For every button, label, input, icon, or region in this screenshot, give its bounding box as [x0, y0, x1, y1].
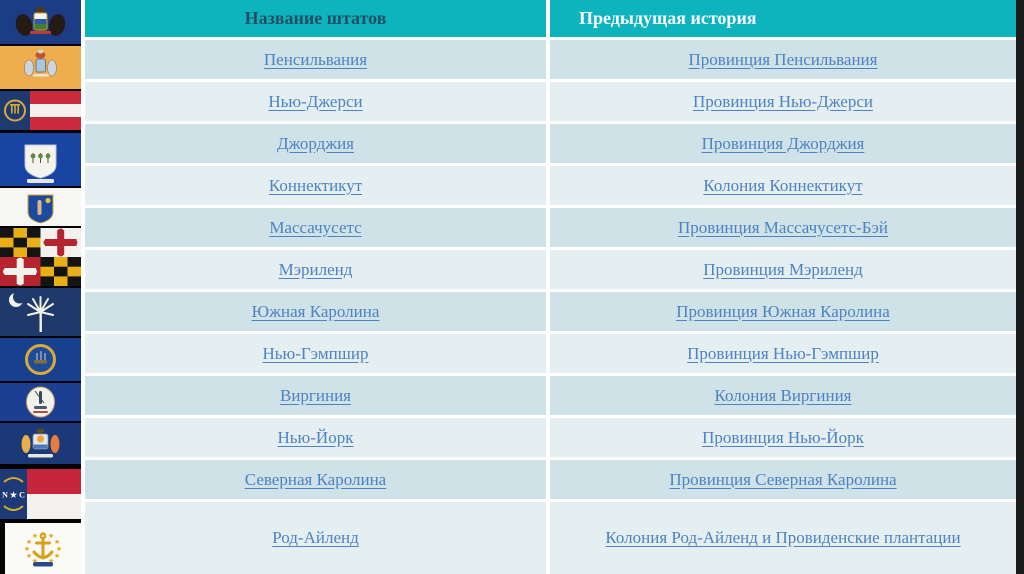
- states-table: Название штатов Предыдущая история Пенси…: [85, 0, 1016, 574]
- state-cell: Нью-Гэмпшир: [85, 334, 546, 373]
- history-link[interactable]: Колония Коннектикут: [703, 175, 863, 195]
- state-link[interactable]: Мэриленд: [278, 259, 353, 279]
- state-cell: Мэриленд: [85, 250, 546, 289]
- state-cell: Род-Айленд: [85, 502, 546, 574]
- history-cell: Провинция Южная Каролина: [546, 292, 1016, 331]
- state-cell: Пенсильвания: [85, 40, 546, 79]
- history-cell: Провинция Нью-Гэмпшир: [546, 334, 1016, 373]
- state-cell: Нью-Джерси: [85, 82, 546, 121]
- svg-text:★: ★: [32, 532, 38, 540]
- table-row: Нью-Джерси Провинция Нью-Джерси: [85, 82, 1016, 121]
- state-link[interactable]: Южная Каролина: [251, 301, 380, 321]
- massachusetts-flag: [0, 188, 81, 226]
- table-row: Южная Каролина Провинция Южная Каролина: [85, 292, 1016, 331]
- new-jersey-flag: [0, 46, 81, 89]
- svg-text:★: ★: [54, 538, 60, 546]
- table-row: Массачусетс Провинция Массачусетс-Бэй: [85, 208, 1016, 247]
- georgia-flag: [0, 91, 81, 130]
- nc-flag-letters: N ★ C: [2, 491, 25, 500]
- svg-text:★: ★: [48, 532, 54, 540]
- virginia-flag: [0, 383, 81, 421]
- history-link[interactable]: Колония Виргиния: [714, 385, 852, 405]
- connecticut-flag: [0, 133, 81, 186]
- svg-text:★: ★: [54, 552, 60, 560]
- history-cell: Провинция Северная Каролина: [546, 460, 1016, 499]
- history-cell: Провинция Джорджия: [546, 124, 1016, 163]
- svg-text:★: ★: [32, 557, 38, 565]
- state-flags-strip: N ★ C ★★★ ★★★ ★★★ ★★★: [0, 0, 81, 574]
- state-link[interactable]: Джорджия: [276, 133, 354, 153]
- history-cell: Колония Род-Айленд и Провиденские планта…: [546, 502, 1016, 574]
- history-link[interactable]: Провинция Северная Каролина: [669, 469, 897, 489]
- pennsylvania-flag: [0, 0, 81, 44]
- state-link[interactable]: Нью-Джерси: [268, 91, 363, 111]
- state-cell: Северная Каролина: [85, 460, 546, 499]
- header-history: Предыдущая история: [546, 0, 1016, 37]
- history-link[interactable]: Провинция Нью-Джерси: [693, 91, 873, 111]
- svg-text:★: ★: [56, 545, 62, 553]
- state-link[interactable]: Пенсильвания: [263, 49, 368, 69]
- history-link[interactable]: Провинция Массачусетс-Бэй: [678, 217, 888, 237]
- state-cell: Нью-Йорк: [85, 418, 546, 457]
- history-cell: Колония Коннектикут: [546, 166, 1016, 205]
- state-cell: Виргиния: [85, 376, 546, 415]
- svg-text:★: ★: [26, 538, 32, 546]
- north-carolina-flag: N ★ C: [0, 469, 81, 519]
- state-link[interactable]: Северная Каролина: [244, 469, 387, 489]
- right-edge-strip: [1016, 0, 1024, 574]
- table-row: Джорджия Провинция Джорджия: [85, 124, 1016, 163]
- history-link[interactable]: Провинция Нью-Гэмпшир: [687, 343, 879, 363]
- state-link[interactable]: Массачусетс: [269, 217, 362, 237]
- state-link[interactable]: Виргиния: [279, 385, 352, 405]
- history-cell: Провинция Нью-Джерси: [546, 82, 1016, 121]
- new-hampshire-flag: [0, 338, 81, 381]
- history-link[interactable]: Колония Род-Айленд и Провиденские планта…: [605, 528, 961, 547]
- history-link[interactable]: Провинция Пенсильвания: [688, 49, 878, 69]
- state-cell: Коннектикут: [85, 166, 546, 205]
- history-cell: Колония Виргиния: [546, 376, 1016, 415]
- history-cell: Провинция Нью-Йорк: [546, 418, 1016, 457]
- history-link[interactable]: Провинция Нью-Йорк: [702, 427, 864, 447]
- state-link[interactable]: Нью-Гэмпшир: [262, 343, 369, 363]
- table-row: Пенсильвания Провинция Пенсильвания: [85, 40, 1016, 79]
- state-cell: Джорджия: [85, 124, 546, 163]
- state-link[interactable]: Нью-Йорк: [277, 427, 354, 447]
- state-cell: Южная Каролина: [85, 292, 546, 331]
- history-cell: Провинция Мэриленд: [546, 250, 1016, 289]
- svg-text:★: ★: [26, 552, 32, 560]
- table-row: Нью-Гэмпшир Провинция Нью-Гэмпшир: [85, 334, 1016, 373]
- history-link[interactable]: Провинция Южная Каролина: [676, 301, 890, 321]
- maryland-flag: [0, 228, 81, 286]
- table-row: Мэриленд Провинция Мэриленд: [85, 250, 1016, 289]
- south-carolina-flag: [0, 288, 81, 336]
- table-row: Коннектикут Колония Коннектикут: [85, 166, 1016, 205]
- table-row: Нью-Йорк Провинция Нью-Йорк: [85, 418, 1016, 457]
- header-states: Название штатов: [85, 0, 546, 37]
- table-row: Северная Каролина Провинция Северная Каро…: [85, 460, 1016, 499]
- state-link[interactable]: Род-Айленд: [272, 528, 359, 547]
- svg-text:★: ★: [24, 545, 30, 553]
- svg-text:★: ★: [48, 557, 54, 565]
- new-york-flag: [0, 423, 81, 464]
- state-link[interactable]: Коннектикут: [268, 175, 363, 195]
- table-row: Виргиния Колония Виргиния: [85, 376, 1016, 415]
- table-row: Род-Айленд Колония Род-Айленд и Провиденс…: [85, 502, 1016, 574]
- table-header-row: Название штатов Предыдущая история: [85, 0, 1016, 37]
- rhode-island-flag: ★★★ ★★★ ★★★ ★★★: [0, 523, 81, 574]
- history-cell: Провинция Массачусетс-Бэй: [546, 208, 1016, 247]
- history-cell: Провинция Пенсильвания: [546, 40, 1016, 79]
- history-link[interactable]: Провинция Мэриленд: [703, 259, 863, 279]
- state-cell: Массачусетс: [85, 208, 546, 247]
- history-link[interactable]: Провинция Джорджия: [701, 133, 865, 153]
